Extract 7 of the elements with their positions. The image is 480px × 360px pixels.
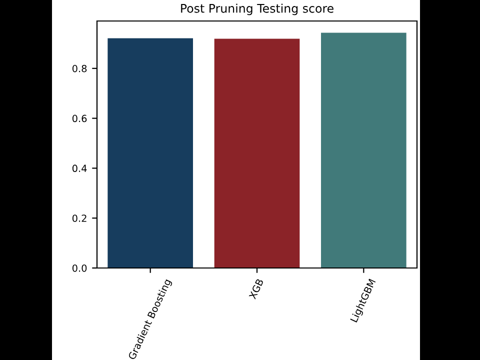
y-tick-label: 0.4 [72,164,87,172]
chart-title: Post Pruning Testing score [181,4,334,16]
x-tick-label: XGB [248,278,264,300]
y-tick-label: 0.8 [72,64,87,72]
y-tick-label: 0.2 [72,214,86,222]
y-tick-label: 0.0 [72,264,87,272]
y-tick-label: 0.6 [72,114,87,122]
